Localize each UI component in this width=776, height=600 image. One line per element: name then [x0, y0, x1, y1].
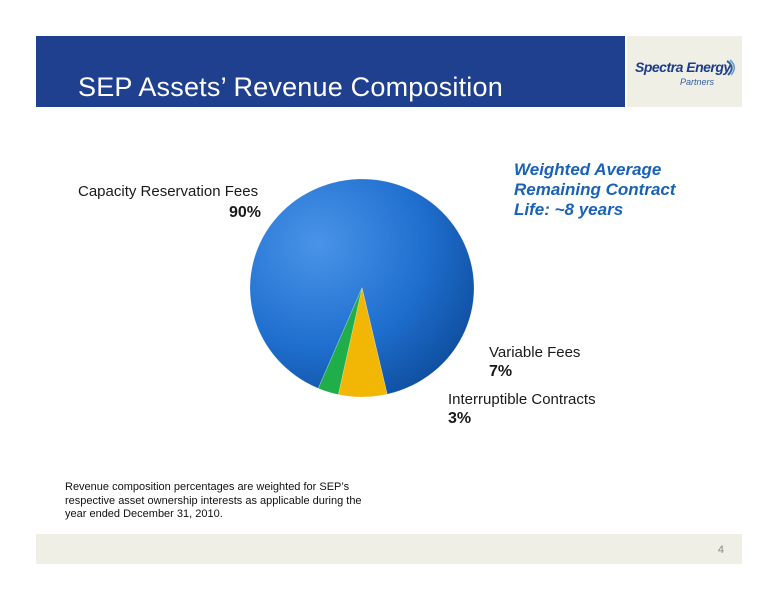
callout-line-2: Remaining Contract: [514, 180, 676, 199]
slice-label-variable: Variable Fees: [489, 344, 581, 361]
slice-pct-interruptible: 3%: [448, 410, 472, 427]
slice-variable-fees: [337, 287, 388, 398]
pie-slices: [249, 178, 475, 398]
slice-capacity-reservation: [249, 178, 475, 395]
logo-wordmark: Spectra Energy: [635, 59, 731, 75]
callout-line-3: Life: ~8 years: [514, 200, 624, 219]
slice-interruptible-contracts: [317, 287, 363, 395]
title-bar: [36, 36, 625, 107]
slice-label-capacity: Capacity Reservation Fees: [78, 183, 259, 200]
logo-swoosh-icon: [726, 59, 735, 76]
company-logo: Spectra Energy Partners: [627, 36, 742, 107]
slice-pct-variable: 7%: [489, 363, 513, 380]
callout-line-1: Weighted Average: [514, 160, 662, 179]
footer-bar: 4: [36, 534, 742, 564]
page-number: 4: [717, 544, 724, 556]
footnote: Revenue composition percentages are weig…: [65, 481, 362, 520]
contract-life-callout: Weighted Average Remaining Contract Life…: [514, 160, 676, 220]
slide-title: SEP Assets’ Revenue Composition: [78, 72, 503, 102]
slice-label-interruptible: Interruptible Contracts: [448, 391, 596, 408]
slice-pct-capacity: 90%: [229, 204, 262, 221]
logo-subtitle: Partners: [680, 77, 715, 87]
